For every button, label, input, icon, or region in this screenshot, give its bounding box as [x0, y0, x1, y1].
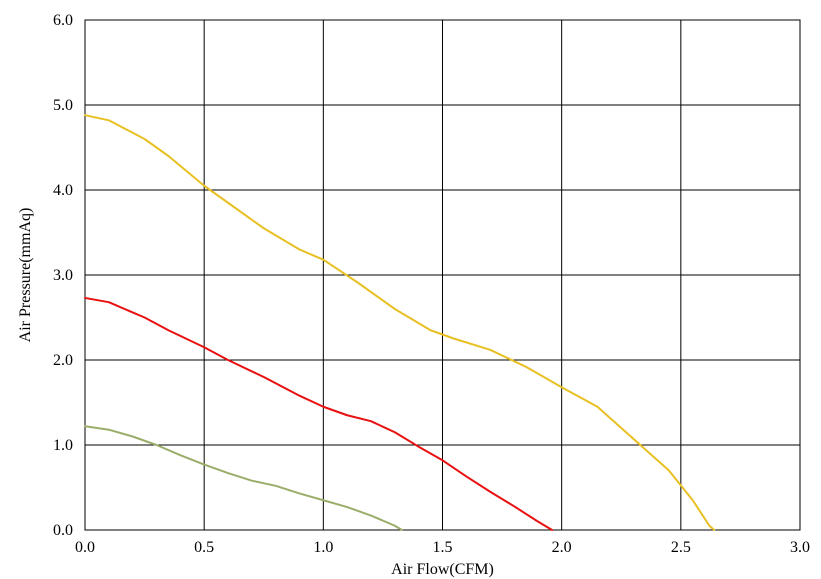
y-tick-label: 0.0 — [53, 522, 73, 539]
x-tick-label: 1.5 — [433, 539, 453, 556]
y-tick-label: 3.0 — [53, 267, 73, 284]
air-flow-pressure-chart: 0.0 0.5 1.0 1.5 2.0 2.5 3.0 0.0 1.0 2.0 3.0 4.0 5.0 6… — [0, 0, 821, 579]
x-tick-label: 3.0 — [790, 539, 810, 556]
x-axis-label: Air Flow(CFM) — [391, 561, 494, 578]
y-tick-label: 2.0 — [53, 352, 73, 369]
y-tick-label: 1.0 — [53, 437, 73, 454]
x-tick-label: 1.0 — [313, 539, 333, 556]
x-tick-label: 0.0 — [75, 539, 95, 556]
y-tick-label: 6.0 — [53, 12, 73, 29]
y-tick-label: 5.0 — [53, 97, 73, 114]
y-tick-label: 4.0 — [53, 182, 73, 199]
x-tick-label: 2.5 — [671, 539, 691, 556]
x-tick-label: 2.0 — [552, 539, 572, 556]
x-tick-label: 0.5 — [194, 539, 214, 556]
y-axis-label: Air Pressure(mmAq) — [17, 208, 34, 343]
chart-svg: 0.0 0.5 1.0 1.5 2.0 2.5 3.0 0.0 1.0 2.0 3.0 4.0 5.0 6… — [0, 0, 821, 579]
